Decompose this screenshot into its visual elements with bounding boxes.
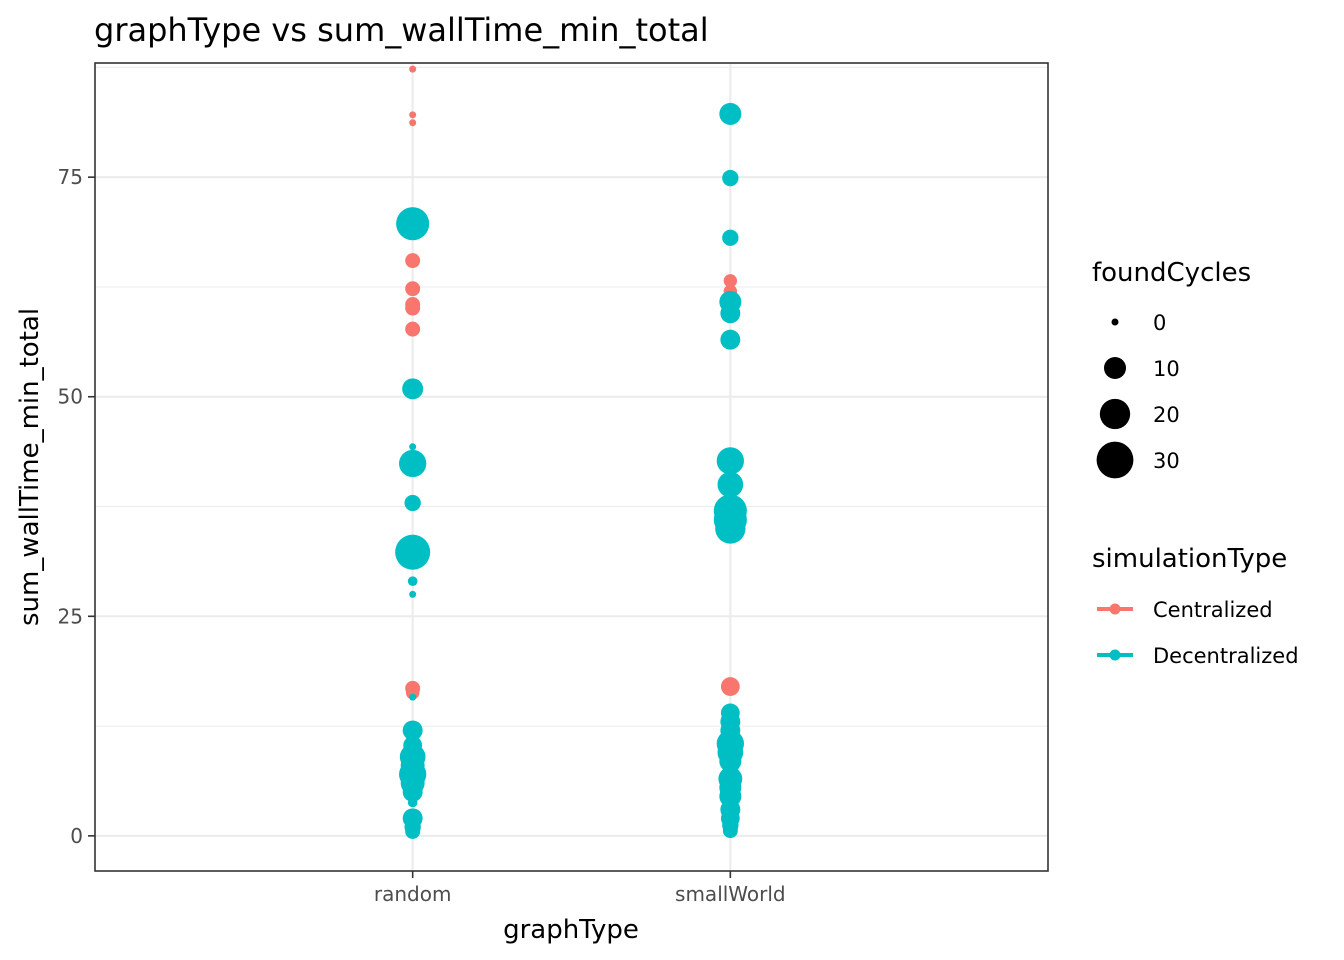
data-point: [405, 824, 421, 839]
data-point: [722, 169, 739, 187]
color-legend: simulationType Centralized Decentralized: [1092, 544, 1299, 668]
y-axis: 0 25 50 75: [58, 165, 95, 848]
data-points: [395, 65, 747, 839]
size-legend-title: foundCycles: [1092, 258, 1251, 288]
data-point: [723, 274, 738, 288]
data-point: [402, 720, 423, 741]
data-point: [722, 527, 739, 544]
data-point: [722, 229, 739, 246]
data-point: [407, 797, 418, 808]
x-tick-label: smallWorld: [675, 882, 786, 906]
data-point: [396, 207, 430, 241]
data-point: [409, 693, 417, 701]
data-point: [716, 447, 744, 475]
data-point: [405, 300, 421, 316]
data-point: [402, 781, 423, 802]
data-point: [720, 329, 741, 350]
data-point: [402, 378, 424, 400]
y-tick-label: 25: [58, 604, 83, 628]
size-legend-label: 10: [1153, 357, 1180, 381]
data-point: [407, 576, 418, 586]
data-point: [409, 111, 417, 119]
data-point: [719, 102, 742, 125]
data-point: [722, 823, 738, 839]
data-point: [719, 750, 742, 773]
data-point: [405, 253, 421, 269]
y-tick-label: 75: [58, 165, 83, 189]
data-point: [405, 321, 421, 337]
y-tick-label: 50: [58, 385, 83, 409]
size-legend-key: [1111, 318, 1119, 326]
size-legend-label: 30: [1153, 449, 1180, 473]
x-axis: random smallWorld: [374, 871, 786, 906]
color-legend-title: simulationType: [1092, 544, 1287, 574]
y-tick-label: 0: [70, 824, 83, 848]
data-point: [409, 443, 417, 451]
plot-panel: [95, 63, 1048, 871]
data-point: [405, 281, 421, 297]
data-point: [404, 494, 421, 512]
chart-title: graphType vs sum_wallTime_min_total: [94, 11, 709, 49]
data-point: [409, 65, 417, 73]
size-legend-label: 0: [1153, 311, 1166, 335]
plot-border: [94, 62, 1049, 872]
data-point: [395, 534, 431, 570]
data-point: [720, 303, 741, 324]
data-point: [405, 686, 420, 700]
data-point: [409, 590, 417, 598]
color-legend-label: Centralized: [1153, 598, 1273, 622]
color-legend-label: Decentralized: [1153, 644, 1299, 668]
data-point: [409, 119, 417, 127]
color-legend-key-point: [1109, 603, 1121, 615]
data-point: [717, 471, 744, 498]
size-legend-label: 20: [1153, 403, 1180, 427]
color-legend-key-point: [1109, 649, 1121, 661]
size-legend-key: [1103, 356, 1127, 380]
size-legend-key: [1099, 398, 1131, 430]
data-point: [399, 449, 427, 478]
y-axis-title: sum_wallTime_min_total: [15, 308, 45, 626]
data-point: [720, 677, 740, 696]
size-legend-key: [1096, 441, 1134, 479]
x-tick-label: random: [374, 882, 452, 906]
x-axis-title: graphType: [503, 915, 639, 945]
size-legend: foundCycles 0 10 20 30: [1092, 258, 1251, 479]
